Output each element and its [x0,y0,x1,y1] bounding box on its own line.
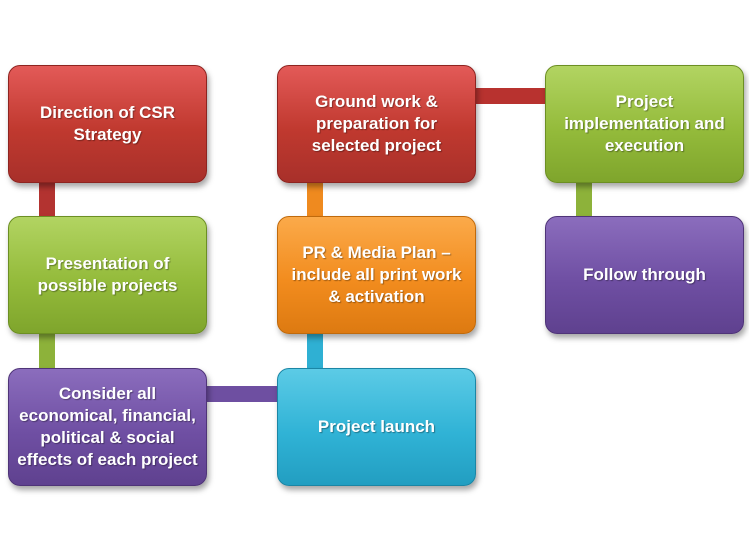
step-pr-and-media-plan: PR & Media Plan – include all print work… [277,216,476,334]
connector-implementation-to-follow [576,180,592,220]
step-ground-work-and-preparation: Ground work & preparation for selected p… [277,65,476,183]
step-project-launch: Project launch [277,368,476,486]
step-direction-of-csr-strategy: Direction of CSR Strategy [8,65,207,183]
connector-launch-to-pr [307,330,323,370]
connector-presentation-to-consider [39,330,55,370]
connector-consider-to-launch [205,386,279,402]
step-consider-all-effects: Consider all economical, financial, poli… [8,368,207,486]
connector-pr-to-groundwork [307,180,323,220]
connector-strategy-to-presentation [39,180,55,220]
connector-groundwork-to-implementation [473,88,549,104]
step-follow-through: Follow through [545,216,744,334]
step-presentation-of-possible-projects: Presentation of possible projects [8,216,207,334]
step-project-implementation-and-execution: Project implementation and execution [545,65,744,183]
